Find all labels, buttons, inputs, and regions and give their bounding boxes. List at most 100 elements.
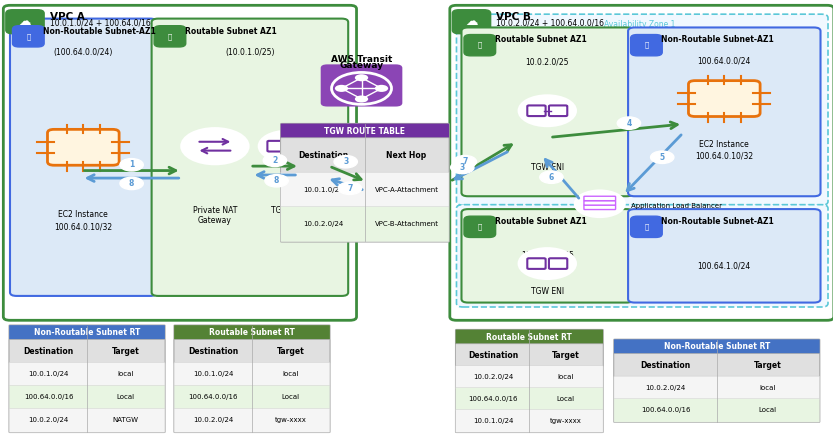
- Text: Gateway: Gateway: [198, 216, 232, 225]
- FancyBboxPatch shape: [614, 354, 820, 377]
- Text: 100.64.0.10/32: 100.64.0.10/32: [696, 152, 753, 160]
- Text: Routable Subnet RT: Routable Subnet RT: [209, 328, 295, 337]
- Text: Target: Target: [112, 347, 139, 356]
- Text: TGW ENI: TGW ENI: [531, 287, 564, 295]
- FancyBboxPatch shape: [281, 124, 449, 242]
- FancyBboxPatch shape: [584, 205, 616, 210]
- Text: (10.0.1.0/25): (10.0.1.0/25): [225, 48, 275, 57]
- FancyBboxPatch shape: [584, 201, 616, 205]
- Circle shape: [519, 249, 576, 279]
- Text: EC2 Instance: EC2 Instance: [58, 210, 108, 219]
- Text: 100.64.0.0/16: 100.64.0.0/16: [24, 394, 73, 400]
- FancyBboxPatch shape: [9, 325, 165, 340]
- Text: Local: Local: [556, 396, 575, 402]
- Circle shape: [355, 74, 368, 82]
- Text: local: local: [760, 385, 776, 391]
- FancyBboxPatch shape: [631, 35, 662, 56]
- Circle shape: [120, 159, 143, 171]
- Text: Gateway: Gateway: [340, 61, 383, 70]
- Text: NATGW: NATGW: [112, 417, 138, 424]
- Text: 4: 4: [626, 119, 631, 128]
- FancyBboxPatch shape: [281, 138, 449, 173]
- Text: 8: 8: [129, 179, 134, 188]
- Text: EC2 Instance: EC2 Instance: [700, 140, 749, 149]
- Circle shape: [263, 154, 287, 167]
- Text: 7: 7: [347, 184, 352, 193]
- Circle shape: [519, 96, 576, 126]
- FancyBboxPatch shape: [174, 362, 330, 386]
- Text: 10.0.1.0/24 + 100.64.0/16: 10.0.1.0/24 + 100.64.0/16: [50, 19, 151, 28]
- FancyBboxPatch shape: [321, 64, 402, 107]
- FancyBboxPatch shape: [9, 325, 165, 432]
- Text: Routable Subnet AZ1: Routable Subnet AZ1: [495, 217, 586, 226]
- FancyBboxPatch shape: [456, 366, 603, 389]
- Circle shape: [265, 175, 288, 187]
- Circle shape: [182, 128, 248, 164]
- FancyBboxPatch shape: [9, 362, 165, 386]
- Text: 10.0.1.0/24: 10.0.1.0/24: [473, 418, 513, 424]
- FancyBboxPatch shape: [456, 330, 603, 345]
- Text: 10.0.2.0/24: 10.0.2.0/24: [28, 417, 68, 424]
- FancyBboxPatch shape: [152, 19, 348, 296]
- FancyBboxPatch shape: [614, 339, 820, 354]
- Circle shape: [451, 161, 474, 174]
- Text: (100.64.0.0/24): (100.64.0.0/24): [53, 48, 113, 57]
- Text: Non-Routable Subnet-AZ1: Non-Routable Subnet-AZ1: [43, 27, 156, 35]
- Text: ☁: ☁: [465, 15, 478, 28]
- Text: 100.64.0.0/16: 100.64.0.0/16: [468, 396, 517, 402]
- Text: 10.0.1.0/24: 10.0.1.0/24: [193, 371, 233, 377]
- FancyBboxPatch shape: [289, 141, 307, 152]
- FancyBboxPatch shape: [281, 124, 449, 139]
- Circle shape: [575, 190, 625, 217]
- FancyBboxPatch shape: [174, 325, 330, 432]
- Text: Destination: Destination: [298, 151, 348, 160]
- Text: 🔒: 🔒: [26, 33, 31, 39]
- Text: Destination: Destination: [641, 361, 691, 370]
- Circle shape: [355, 96, 368, 103]
- Text: 8: 8: [274, 176, 279, 185]
- Text: 10.0.1.0/24: 10.0.1.0/24: [303, 187, 343, 193]
- Text: 3: 3: [460, 163, 465, 172]
- Text: Non-Routable Subnet RT: Non-Routable Subnet RT: [664, 342, 770, 351]
- Text: 5: 5: [660, 153, 665, 162]
- FancyBboxPatch shape: [456, 14, 828, 205]
- FancyBboxPatch shape: [549, 258, 567, 269]
- FancyBboxPatch shape: [10, 19, 157, 296]
- FancyBboxPatch shape: [614, 339, 820, 422]
- Text: 10.0.2.0/24: 10.0.2.0/24: [473, 374, 513, 380]
- Text: Local: Local: [117, 394, 135, 400]
- Text: Routable Subnet RT: Routable Subnet RT: [486, 333, 572, 342]
- Text: Non-Routable Subnet RT: Non-Routable Subnet RT: [34, 328, 140, 337]
- Text: 100.64.0.0/16: 100.64.0.0/16: [641, 408, 691, 413]
- Text: 🔒: 🔒: [644, 42, 649, 48]
- FancyBboxPatch shape: [174, 325, 330, 340]
- Text: Local: Local: [759, 408, 777, 413]
- Text: TGW ENI: TGW ENI: [531, 163, 564, 171]
- Text: VPC A: VPC A: [50, 12, 85, 22]
- FancyBboxPatch shape: [461, 27, 633, 196]
- Text: 100.64.1.0/24: 100.64.1.0/24: [698, 261, 751, 270]
- Text: 10.0.2.0/24: 10.0.2.0/24: [303, 221, 343, 227]
- Text: 1: 1: [129, 160, 134, 169]
- FancyBboxPatch shape: [631, 216, 662, 237]
- FancyBboxPatch shape: [456, 388, 603, 410]
- Text: 🔒: 🔒: [644, 224, 649, 230]
- Text: Target: Target: [754, 361, 781, 370]
- FancyBboxPatch shape: [456, 205, 828, 307]
- FancyBboxPatch shape: [450, 5, 833, 320]
- Text: 10.0.2.0/25: 10.0.2.0/25: [526, 58, 569, 66]
- Circle shape: [120, 177, 143, 190]
- FancyBboxPatch shape: [174, 408, 330, 432]
- Text: Destination: Destination: [188, 347, 238, 356]
- Text: 100.64.0.0/16: 100.64.0.0/16: [189, 394, 238, 400]
- Text: tgw-xxxx: tgw-xxxx: [275, 417, 307, 424]
- FancyBboxPatch shape: [456, 330, 603, 432]
- Text: 100.64.0.10/32: 100.64.0.10/32: [54, 222, 112, 231]
- FancyBboxPatch shape: [456, 409, 603, 432]
- Text: local: local: [557, 374, 574, 380]
- FancyBboxPatch shape: [464, 216, 496, 237]
- FancyBboxPatch shape: [9, 339, 165, 363]
- Circle shape: [335, 85, 348, 92]
- Text: 6: 6: [549, 173, 554, 182]
- FancyBboxPatch shape: [47, 129, 119, 165]
